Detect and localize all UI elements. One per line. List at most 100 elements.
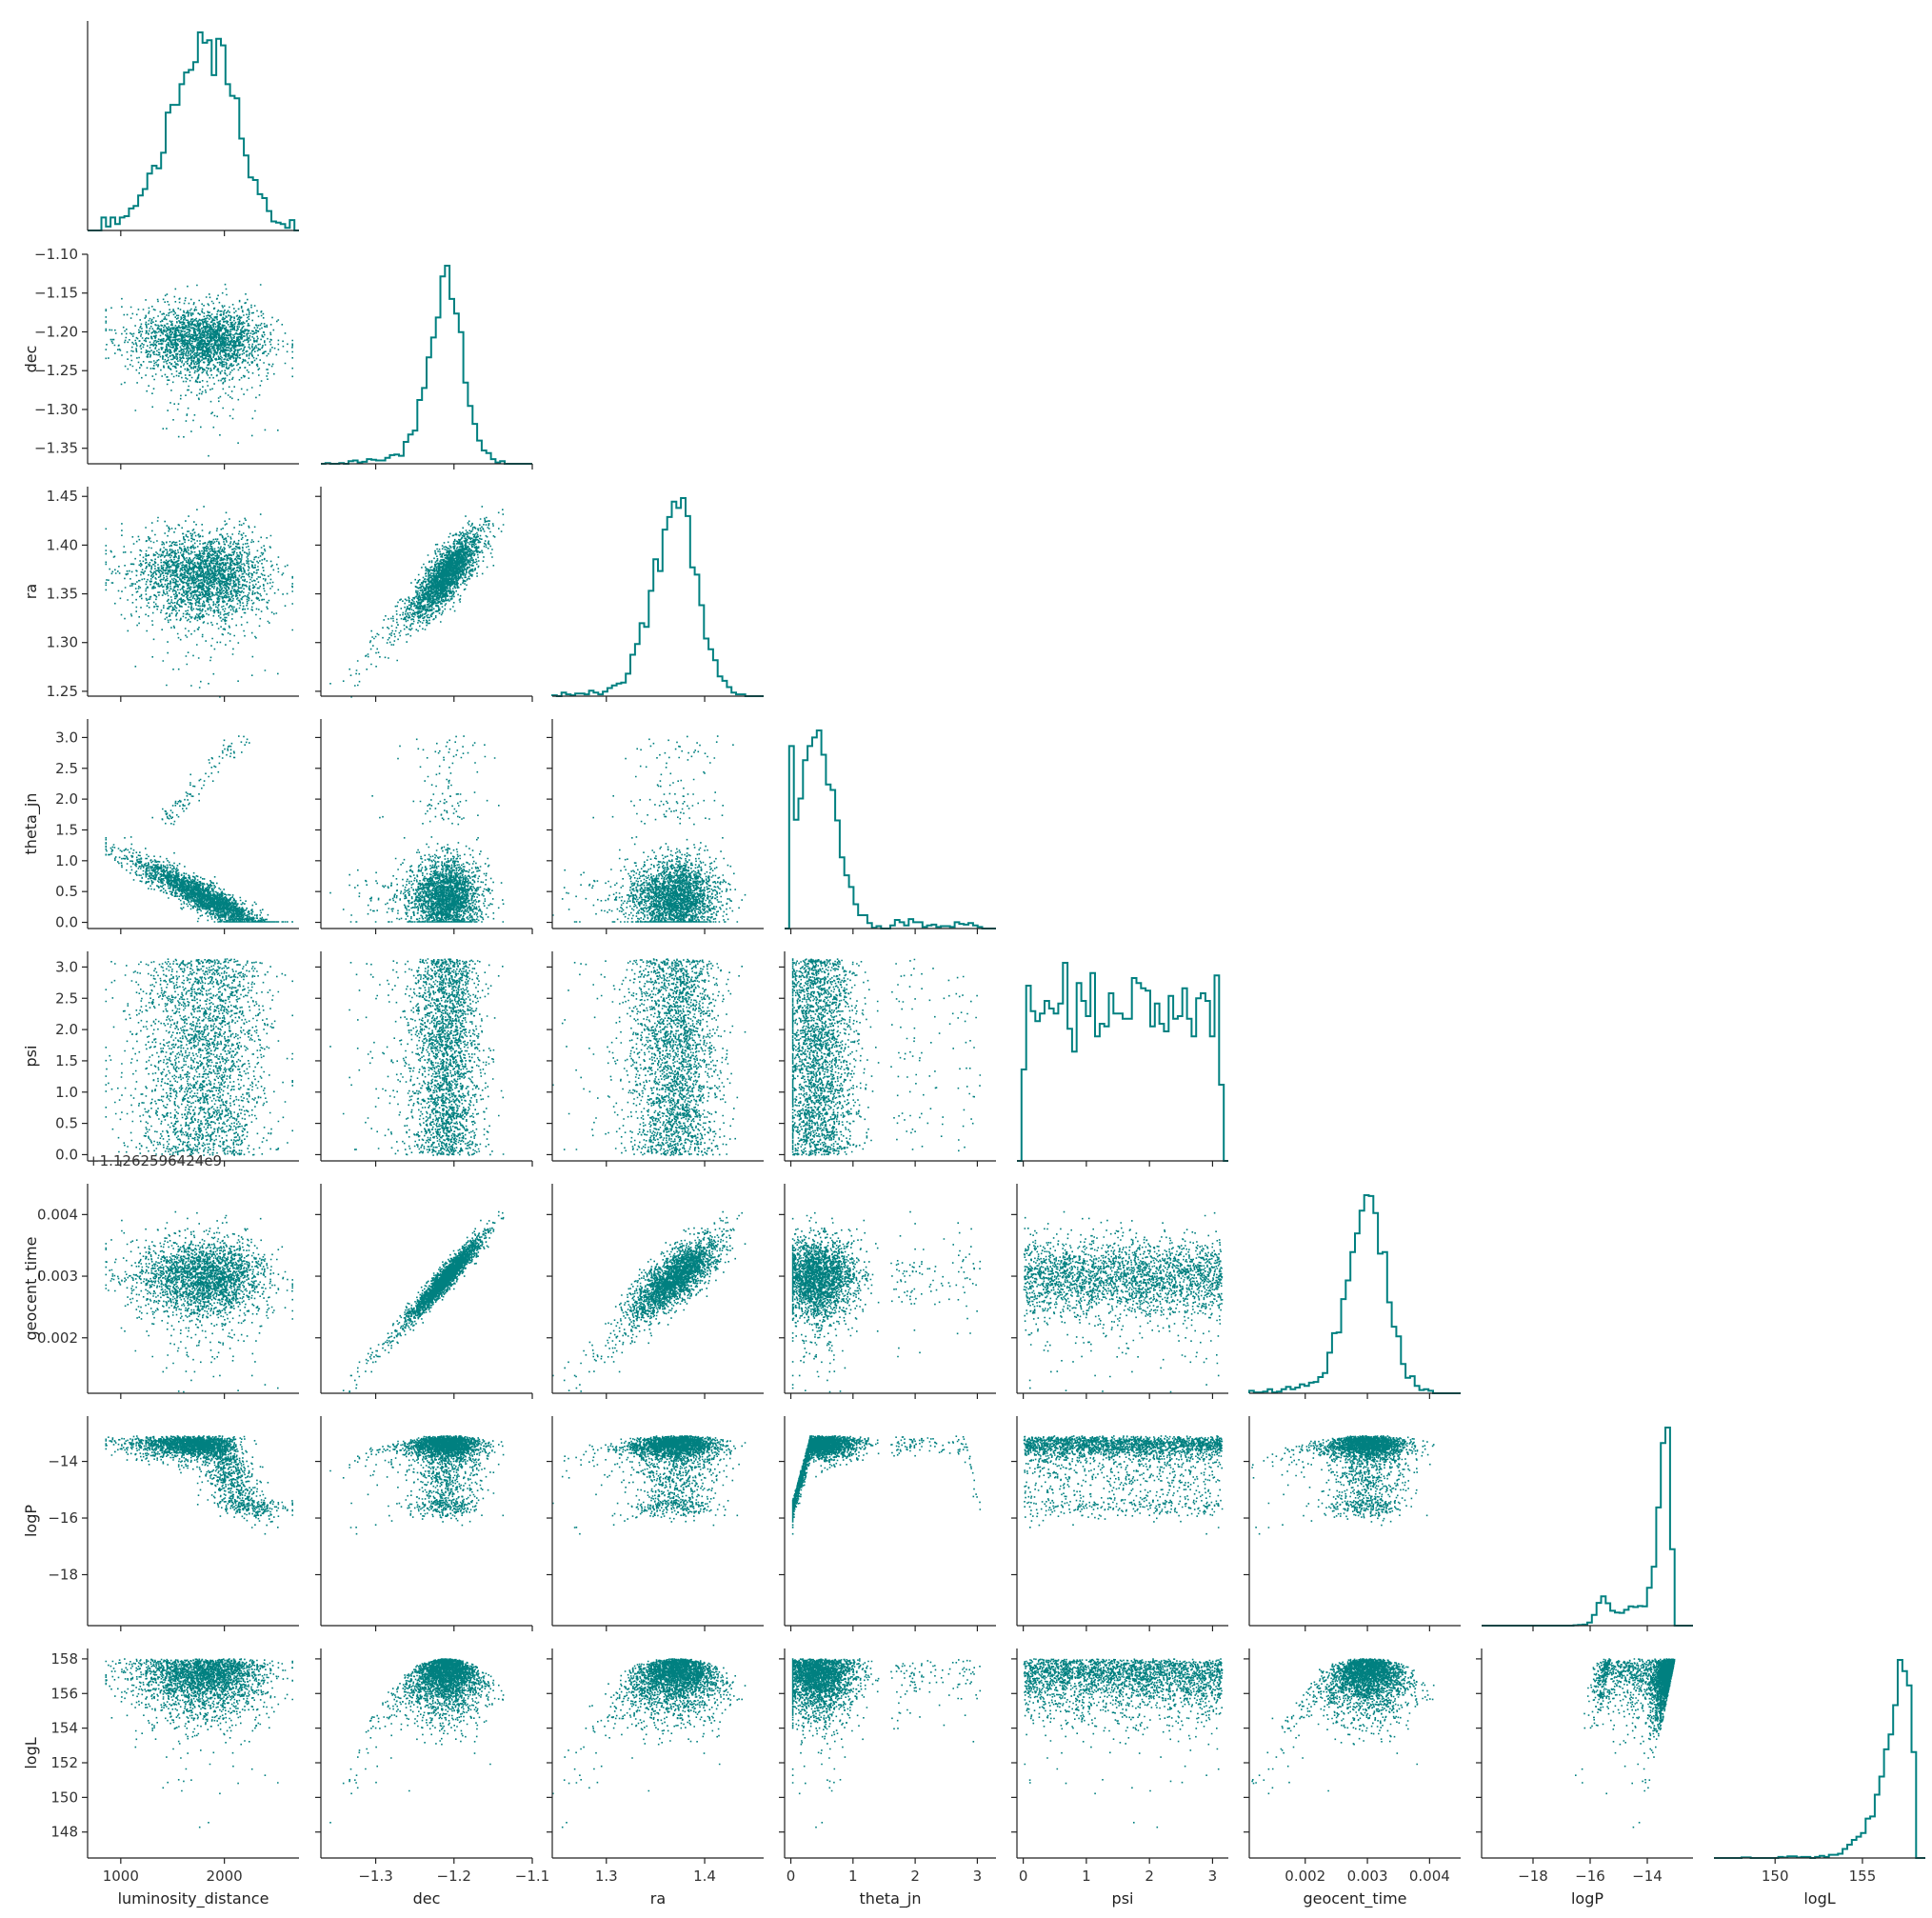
axes-geocent_time-theta_jn [779, 1184, 996, 1399]
y-tick-label: 0.5 [55, 883, 78, 900]
axes-logP-theta_jn [779, 1416, 996, 1631]
scatter-points [552, 1658, 747, 1828]
scatter-points [105, 283, 293, 457]
y-tick-label: 2.5 [55, 989, 78, 1007]
scatter-points [329, 506, 505, 698]
y-tick-label: 152 [50, 1754, 78, 1771]
histogram-dec [321, 265, 532, 465]
y-tick-label: 1.30 [47, 634, 78, 651]
scatter-points [329, 1435, 505, 1535]
geocent-time-offset-label: +1.1262596424e9 [88, 1152, 222, 1169]
y-tick-label: 1.0 [55, 852, 78, 869]
y-tick-label: 158 [50, 1650, 78, 1668]
scatter-points [552, 958, 747, 1156]
scatter-panel-theta_jn-vs-dec [329, 735, 505, 923]
scatter-panel-geocent_time-vs-ra [552, 1210, 747, 1392]
y-tick-label: −16 [48, 1509, 78, 1527]
y-tick-label: −1.10 [34, 246, 78, 263]
axes-logL-logP: −18 −16 −14 logP [1476, 1648, 1693, 1908]
y-tick-label: 0.0 [55, 1146, 78, 1163]
axes-logP-dec [315, 1416, 533, 1631]
axes-logL-dec: −1.3 −1.2 −1.1 dec [315, 1648, 549, 1908]
y-axis-label-geocent_time: geocent_time [22, 1237, 41, 1341]
histogram-psi [1017, 962, 1228, 1162]
axes-logP-logP [1482, 1625, 1693, 1631]
scatter-points [791, 958, 982, 1156]
y-tick-label: −1.15 [34, 285, 78, 302]
scatter-points [791, 1658, 982, 1828]
histogram-luminosity_distance [88, 31, 299, 231]
axes-theta_jn-luminosity_distance: 0.0 0.5 1.0 1.5 2.0 2.5 3.0 theta_jn [22, 719, 299, 934]
axes-logP-luminosity_distance: −18 −16 −14 logP [22, 1416, 299, 1631]
scatter-points [105, 958, 293, 1156]
histogram-ra [551, 497, 764, 697]
x-axis-label-logP: logP [1571, 1889, 1603, 1908]
x-axis-label-theta_jn: theta_jn [860, 1889, 922, 1908]
scatter-points [552, 1210, 747, 1392]
scatter-points [342, 1210, 505, 1393]
y-tick-label: −1.30 [34, 401, 78, 418]
y-tick-label: 1.35 [47, 586, 78, 603]
y-tick-label: −1.25 [34, 362, 78, 379]
x-tick-label: 0 [787, 1868, 796, 1885]
scatter-panel-logL-vs-geocent_time [1251, 1658, 1435, 1795]
y-axis-label-dec: dec [22, 346, 40, 373]
scatter-panel-psi-vs-theta_jn [791, 958, 982, 1156]
scatter-panel-geocent_time-vs-psi [1023, 1210, 1224, 1393]
scatter-panel-ra-vs-luminosity_distance [105, 506, 293, 698]
scatter-points [329, 958, 505, 1156]
scatter-panel-ra-vs-dec [329, 506, 505, 698]
scatter-points [552, 1435, 747, 1535]
y-axis-label-psi: psi [22, 1046, 40, 1068]
scatter-points [791, 1435, 982, 1535]
y-tick-label: 0.002 [37, 1329, 78, 1347]
y-tick-label: −1.35 [34, 440, 78, 457]
axes-psi-luminosity_distance: 0.0 0.5 1.0 1.5 2.0 2.5 3.0 psi [22, 951, 299, 1167]
scatter-panel-logP-vs-luminosity_distance [105, 1435, 293, 1535]
axes-psi-dec [315, 951, 533, 1167]
x-tick-label: 3 [1208, 1868, 1218, 1885]
x-tick-label: 1000 [103, 1868, 139, 1885]
axes-luminosity_distance-luminosity_distance [87, 21, 299, 236]
scatter-panel-logP-vs-geocent_time [1251, 1435, 1435, 1535]
x-tick-label: 1 [1082, 1868, 1091, 1885]
axes-geocent_time-ra [547, 1184, 764, 1399]
scatter-points [105, 1658, 293, 1828]
scatter-panel-logP-vs-ra [552, 1435, 747, 1535]
scatter-panel-logL-vs-luminosity_distance [105, 1658, 293, 1828]
x-tick-label: 2 [1145, 1868, 1154, 1885]
axes-theta_jn-dec [315, 719, 533, 934]
scatter-points [1023, 1210, 1224, 1393]
scatter-points [329, 1658, 505, 1824]
scatter-points [1575, 1658, 1676, 1828]
scatter-points [105, 1435, 293, 1535]
y-tick-label: 1.5 [55, 1052, 78, 1069]
y-axis-label-ra: ra [22, 584, 40, 599]
x-tick-label: 3 [973, 1868, 983, 1885]
scatter-panel-logL-vs-dec [329, 1658, 505, 1824]
y-tick-label: 2.5 [55, 760, 78, 777]
y-tick-label: 156 [50, 1685, 78, 1702]
y-tick-label: 0.004 [37, 1206, 78, 1223]
scatter-layer [105, 283, 1676, 1828]
y-axis-label-theta_jn: theta_jn [22, 793, 41, 855]
y-tick-label: 1.25 [47, 683, 78, 700]
scatter-panel-dec-vs-luminosity_distance [105, 283, 293, 457]
axes-ra-luminosity_distance: 1.25 1.30 1.35 1.40 1.45 ra [22, 487, 299, 702]
x-axis-label-dec: dec [413, 1889, 441, 1908]
y-tick-label: 0.5 [55, 1115, 78, 1132]
x-tick-label: 0.003 [1347, 1868, 1388, 1885]
y-tick-label: 2.0 [55, 1021, 78, 1038]
x-tick-label: 0.002 [1285, 1868, 1325, 1885]
axes-logP-psi [1011, 1416, 1228, 1631]
y-tick-label: 1.45 [47, 488, 78, 505]
y-tick-label: 1.5 [55, 821, 78, 838]
histogram-logP [1482, 1427, 1693, 1627]
axes-ra-ra [552, 695, 764, 702]
x-tick-label: 155 [1849, 1868, 1877, 1885]
axes-psi-theta_jn [779, 951, 996, 1167]
scatter-points [552, 735, 747, 923]
scatter-panel-logL-vs-ra [552, 1658, 747, 1828]
x-tick-label: 1 [848, 1868, 858, 1885]
